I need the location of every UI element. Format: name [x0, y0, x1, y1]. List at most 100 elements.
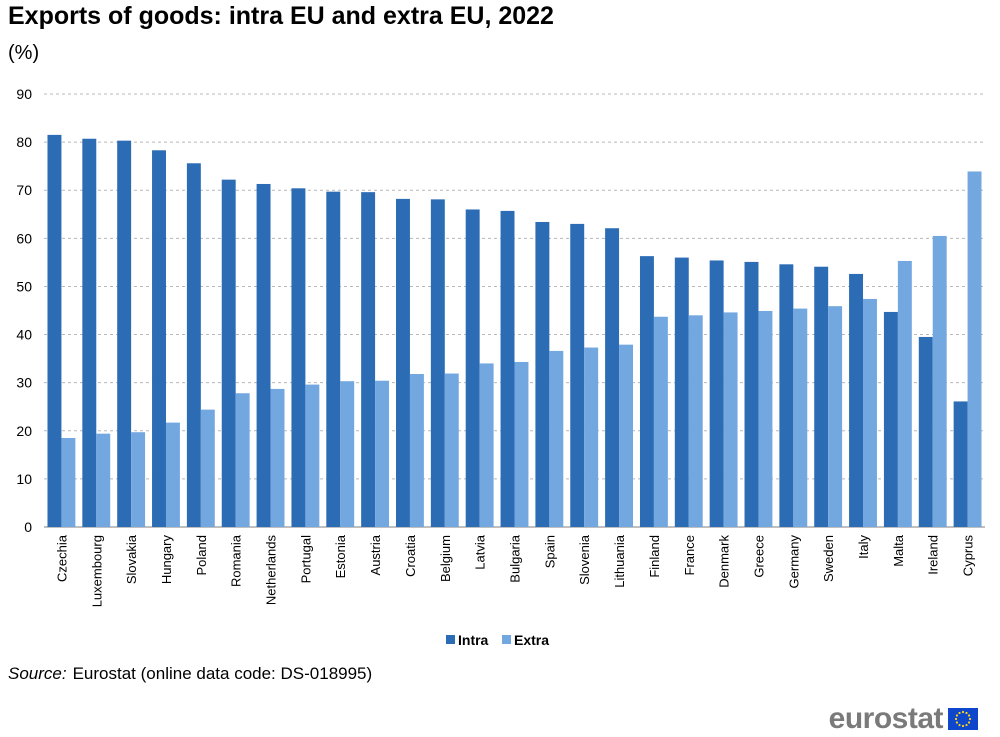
x-tick-label: Italy — [856, 535, 871, 559]
bar-extra-germany — [793, 308, 808, 527]
bar-intra-hungary — [152, 150, 166, 528]
source-label: Source: — [8, 664, 67, 683]
x-tick-label: Croatia — [403, 534, 418, 577]
bar-intra-cyprus — [953, 401, 968, 527]
bar-intra-lithuania — [605, 228, 620, 528]
x-tick-label: Greece — [751, 535, 766, 578]
bar-extra-romania — [235, 393, 250, 527]
bar-extra-italy — [863, 298, 877, 527]
bar-intra-ireland — [918, 336, 933, 527]
bar-intra-greece — [744, 261, 759, 527]
x-tick-label: Slovakia — [124, 534, 139, 584]
source-text: Eurostat (online data code: DS-018995) — [72, 664, 373, 683]
y-tick-label: 40 — [16, 327, 32, 343]
bar-extra-spain — [549, 350, 564, 527]
bar-extra-netherlands — [270, 388, 285, 527]
bar-intra-poland — [186, 163, 201, 527]
x-tick-label: Malta — [891, 534, 906, 567]
x-tick-label: Estonia — [333, 534, 348, 578]
x-tick-label: Belgium — [438, 535, 453, 582]
bar-intra-luxembourg — [82, 138, 97, 527]
x-tick-label: Latvia — [473, 534, 488, 569]
legend-swatch-extra — [502, 635, 511, 644]
bar-intra-portugal — [291, 188, 306, 527]
x-tick-label: Germany — [786, 535, 801, 589]
chart-title: Exports of goods: intra EU and extra EU,… — [8, 2, 554, 30]
bar-extra-finland — [653, 316, 668, 527]
x-tick-label: Finland — [647, 535, 662, 578]
y-tick-label: 0 — [24, 519, 32, 535]
bar-extra-cyprus — [967, 171, 982, 527]
bar-extra-slovakia — [131, 432, 146, 527]
bar-extra-austria — [375, 380, 390, 527]
legend: Intra Extra — [446, 632, 549, 648]
bar-intra-croatia — [396, 198, 410, 528]
star-icon — [961, 724, 965, 728]
x-tick-label: Hungary — [159, 535, 174, 585]
legend-swatch-intra — [446, 635, 455, 644]
bar-intra-czechia — [47, 134, 62, 527]
legend-label-extra: Extra — [514, 632, 549, 648]
x-tick-label: Portugal — [298, 535, 313, 584]
x-tick-label: Luxembourg — [89, 535, 104, 607]
logo-text: eurostat — [828, 702, 944, 735]
star-icon — [965, 723, 968, 727]
bar-intra-netherlands — [256, 183, 271, 527]
bar-extra-malta — [897, 260, 912, 527]
bar-extra-luxembourg — [96, 433, 111, 527]
x-tick-label: Sweden — [821, 535, 836, 582]
x-tick-label: Czechia — [54, 534, 69, 582]
bar-intra-germany — [779, 264, 794, 527]
bar-intra-denmark — [709, 260, 724, 527]
bar-intra-malta — [883, 311, 898, 527]
y-tick-label: 80 — [16, 134, 32, 150]
bar-extra-estonia — [340, 381, 355, 527]
bar-intra-france — [674, 257, 689, 527]
star-icon — [968, 717, 972, 721]
star-icon — [961, 710, 965, 714]
bar-intra-sweden — [814, 266, 829, 527]
bar-extra-czechia — [61, 437, 76, 527]
bar-extra-sweden — [828, 306, 843, 527]
x-tick-label: Cyprus — [961, 535, 976, 577]
bar-intra-slovenia — [570, 223, 585, 527]
x-tick-label: France — [682, 535, 697, 575]
bar-intra-latvia — [465, 209, 480, 527]
bar-extra-poland — [200, 409, 215, 527]
x-axis-labels: Czechia Luxembourg Slovakia Hungary Poland Ro… — [54, 534, 975, 607]
bar-intra-austria — [361, 192, 376, 527]
eu-flag-icon — [948, 708, 978, 730]
bar-intra-slovakia — [117, 140, 132, 527]
y-tick-label: 90 — [16, 86, 32, 102]
bar-intra-spain — [535, 221, 550, 527]
bar-extra-denmark — [723, 312, 738, 527]
source-note: Source: Eurostat (online data code: DS-01… — [8, 664, 372, 684]
bar-extra-belgium — [444, 373, 459, 527]
bar-chart: 0 10 20 30 40 50 60 70 80 90 Czechia Luxembourg Slo… — [16, 86, 985, 648]
x-tick-label: Denmark — [717, 535, 732, 588]
x-tick-label: Lithuania — [612, 534, 627, 588]
bar-extra-latvia — [479, 363, 494, 527]
unit-label: (%) — [8, 42, 40, 64]
star-icon — [955, 721, 959, 724]
bar-extra-portugal — [305, 384, 320, 527]
star-icon — [954, 717, 958, 721]
bar-extra-lithuania — [619, 344, 633, 527]
x-tick-label: Spain — [542, 535, 557, 568]
star-icon — [958, 723, 961, 727]
bar-intra-estonia — [326, 191, 341, 527]
y-axis-ticks: 0 10 20 30 40 50 60 70 80 90 — [16, 86, 32, 535]
eurostat-logo: eurostat — [829, 702, 978, 736]
y-tick-label: 60 — [16, 230, 32, 246]
bars — [47, 134, 982, 528]
y-tick-label: 10 — [16, 471, 32, 487]
x-tick-label: Poland — [194, 535, 209, 575]
star-icon — [965, 711, 968, 715]
y-tick-label: 20 — [16, 423, 32, 439]
star-icon — [958, 711, 961, 715]
bar-extra-slovenia — [584, 347, 599, 527]
x-tick-label: Romania — [229, 534, 244, 587]
star-icon — [967, 714, 971, 717]
bar-extra-hungary — [165, 422, 180, 527]
x-tick-label: Netherlands — [264, 535, 279, 606]
